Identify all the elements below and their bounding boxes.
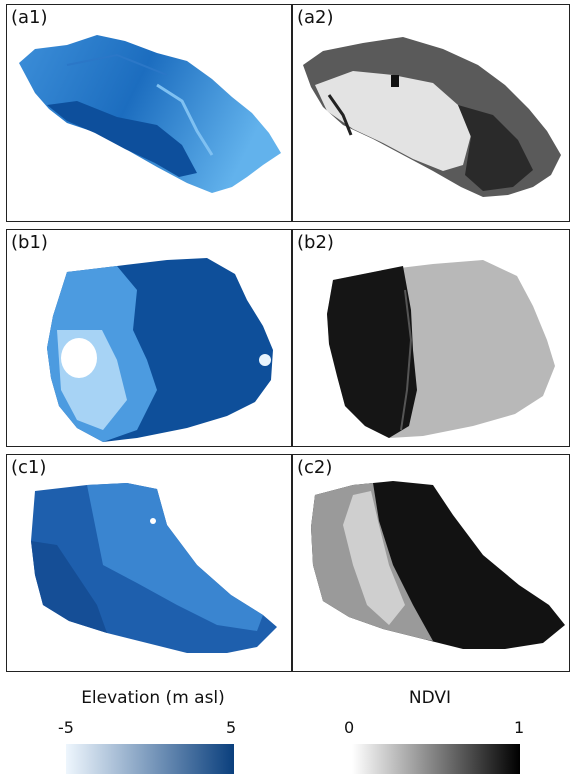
panel-b2: (b2) [292,229,570,447]
ndvi-map-a2 [303,37,561,197]
elevation-map-a1 [19,35,281,193]
elevation-colorbar [66,744,234,774]
ndvi-colorbar [352,744,520,774]
ndvi-colorbar-title: NDVI [408,688,452,708]
panel-label-c1: (c1) [11,457,47,478]
elevation-colorbar-min: -5 [58,718,74,737]
elevation-colorbar-title: Elevation (m asl) [81,688,225,708]
panel-a2: (a2) [292,4,570,222]
elevation-map-b1 [47,258,273,442]
ndvi-colorbar-min: 0 [344,718,355,737]
panel-label-a1: (a1) [11,7,48,28]
panel-a1: (a1) [6,4,292,222]
panel-label-b2: (b2) [297,232,334,253]
panel-c2: (c2) [292,454,570,672]
panel-label-c2: (c2) [297,457,333,478]
ndvi-colorbar-max: 1 [514,718,525,737]
ndvi-map-b2 [327,260,555,438]
elevation-colorbar-max: 5 [226,718,237,737]
panel-label-a2: (a2) [297,7,334,28]
elevation-map-c1 [31,483,277,653]
panel-label-b1: (b1) [11,232,48,253]
panel-c1: (c1) [6,454,292,672]
panel-b1: (b1) [6,229,292,447]
ndvi-map-c2 [311,481,565,649]
